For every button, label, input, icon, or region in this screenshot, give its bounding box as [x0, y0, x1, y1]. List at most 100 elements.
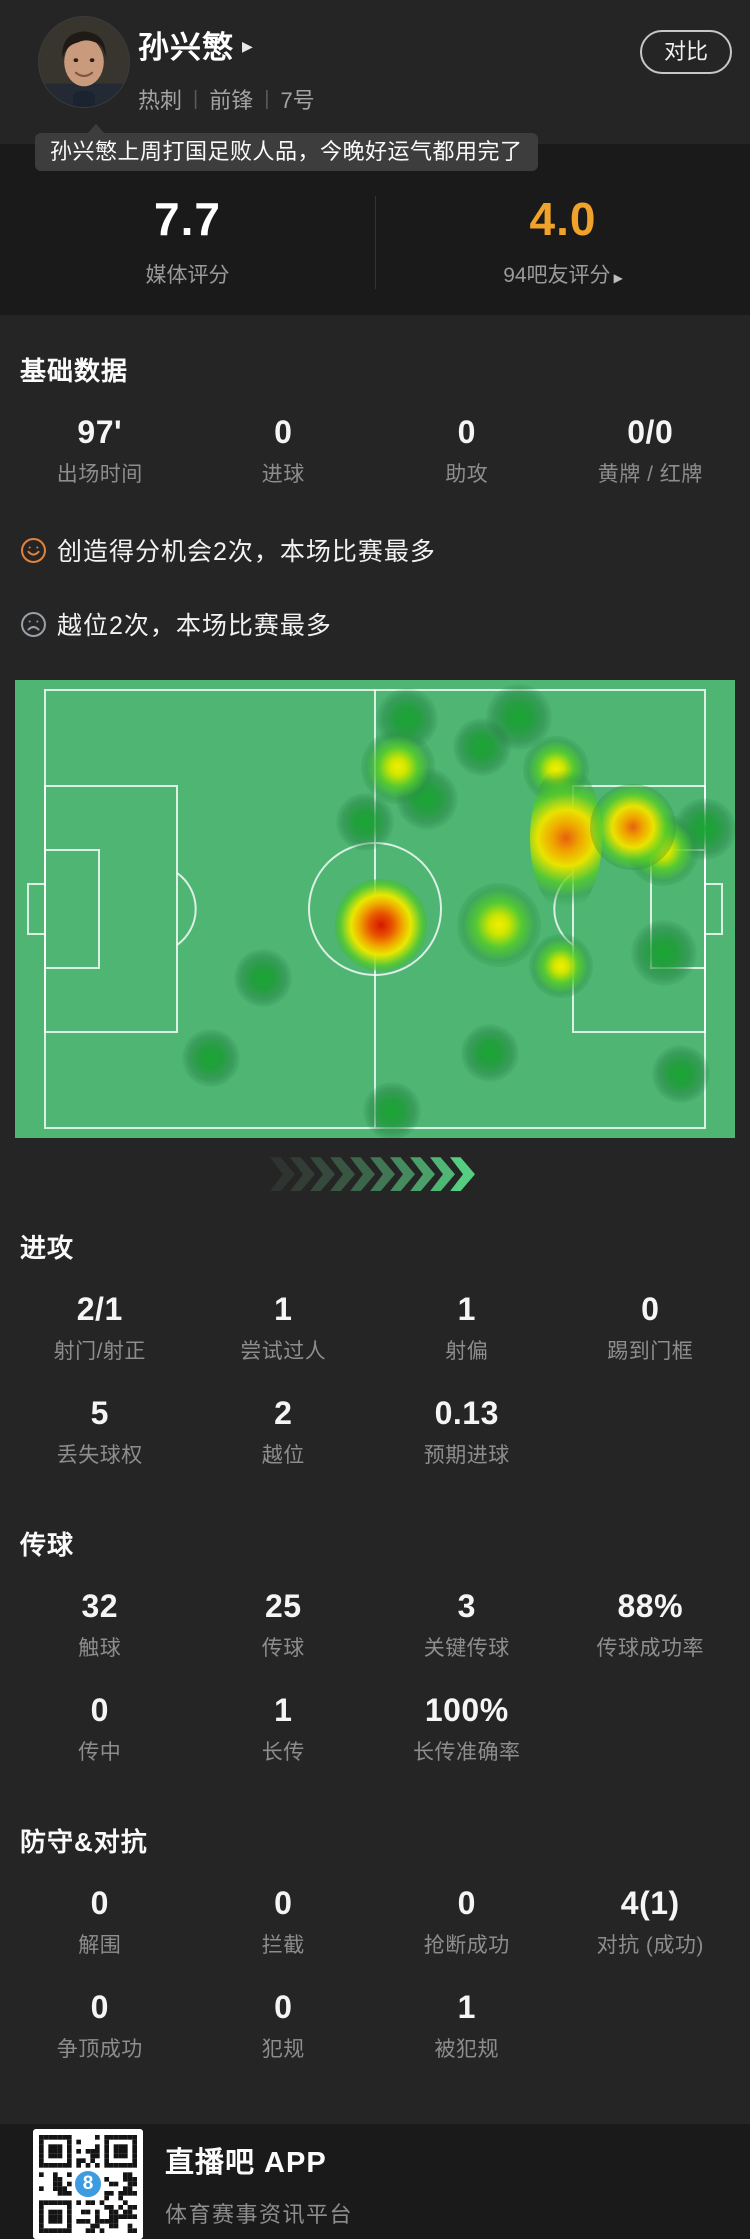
section-title-attack: 进攻 — [20, 1233, 75, 1264]
divider: | — [264, 87, 270, 110]
app-tagline: 体育赛事资讯平台 — [165, 2202, 354, 2228]
stat-value: 2/1 — [76, 1291, 123, 1328]
ratings-band: 7.7 媒体评分 4.0 94吧友评分 ▶ — [0, 144, 750, 316]
stat-label: 预期进球 — [423, 1444, 510, 1468]
chevron-arrows-decoration — [0, 1156, 750, 1192]
stat-item: 25 传球 — [192, 1588, 376, 1662]
highlight-text: 创造得分机会2次，本场比赛最多 — [57, 538, 436, 567]
stat-label: 抢断成功 — [423, 1934, 510, 1958]
stat-value: 0 — [274, 414, 293, 451]
stat-item: 0/0 黄牌 / 红牌 — [559, 414, 743, 488]
stat-label: 丢失球权 — [56, 1444, 143, 1468]
media-rating-value: 7.7 — [154, 193, 221, 246]
heat-blob-low — [461, 1024, 520, 1083]
player-avatar[interactable] — [38, 16, 130, 108]
stat-value: 0 — [457, 414, 476, 451]
divider: | — [193, 87, 199, 110]
stat-item: 97' 出场时间 — [8, 414, 192, 488]
fans-rating[interactable]: 4.0 94吧友评分 ▶ — [375, 196, 750, 290]
media-rating-label: 媒体评分 — [145, 264, 230, 288]
player-name-row[interactable]: 孙兴慜 ▶ — [138, 22, 730, 67]
stat-item: 0 踢到门框 — [559, 1291, 743, 1365]
highlight-row: 越位2次，本场比赛最多 — [20, 606, 730, 642]
stat-label: 长传 — [261, 1741, 305, 1765]
heatmap-pitch — [15, 680, 735, 1139]
stat-value: 0 — [90, 1989, 109, 2026]
stat-item: 1 射偏 — [375, 1291, 559, 1365]
stat-item: 4(1) 对抗 (成功) — [559, 1885, 743, 1959]
heat-blob-mid — [456, 883, 541, 968]
qr-code: 8 — [33, 2129, 143, 2239]
stat-label: 踢到门框 — [607, 1340, 694, 1364]
frown-icon — [21, 611, 46, 637]
stat-label: 尝试过人 — [240, 1340, 327, 1364]
stat-label: 对抗 (成功) — [596, 1934, 704, 1958]
stat-label: 长传准确率 — [413, 1741, 521, 1765]
player-number: 7号 — [280, 88, 315, 113]
stat-value: 0.13 — [434, 1395, 499, 1432]
stat-label: 射偏 — [445, 1340, 489, 1364]
stat-item: 1 尝试过人 — [192, 1291, 376, 1365]
heat-blob-mid — [361, 730, 436, 805]
stat-value: 0 — [90, 1885, 109, 1922]
heat-blob-high — [589, 783, 676, 870]
stat-value: 1 — [457, 1291, 476, 1328]
stat-label: 传中 — [78, 1741, 122, 1765]
stat-value: 25 — [264, 1588, 302, 1625]
player-name: 孙兴慜 — [138, 30, 234, 65]
stat-label: 出场时间 — [56, 463, 143, 487]
compare-button[interactable]: 对比 — [639, 30, 732, 74]
highlight-text: 越位2次，本场比赛最多 — [57, 612, 332, 641]
heat-blob-low — [234, 948, 293, 1007]
stat-label: 射门/射正 — [53, 1340, 146, 1364]
heat-blob-low — [363, 1081, 422, 1139]
stat-value: 100% — [424, 1692, 509, 1729]
stat-label: 犯规 — [261, 2038, 305, 2062]
attack-stats-grid: 2/1 射门/射正 1 尝试过人 1 射偏 0 踢到门框 5 丢失球权 2 越位 0.13 预期进球 — [0, 1291, 750, 1469]
stat-item: 5 丢失球权 — [8, 1395, 192, 1469]
stat-item: 0 解围 — [8, 1885, 192, 1959]
stat-item: 3 关键传球 — [375, 1588, 559, 1662]
stat-value: 0 — [274, 1885, 293, 1922]
section-title-defense: 防守&对抗 — [20, 1827, 148, 1858]
stat-label: 争顶成功 — [56, 2038, 143, 2062]
app-logo-8: 8 — [73, 2169, 103, 2200]
chevron-right-icon: ▶ — [242, 37, 253, 54]
stat-item: 88% 传球成功率 — [559, 1588, 743, 1662]
stat-item: 0 犯规 — [192, 1989, 376, 2063]
stat-label: 黄牌 / 红牌 — [597, 463, 703, 487]
stat-label: 助攻 — [445, 463, 489, 487]
section-title-passing: 传球 — [20, 1530, 75, 1561]
stat-label: 传球成功率 — [596, 1637, 704, 1661]
stat-item: 1 被犯规 — [375, 1989, 559, 2063]
heat-blob-low — [452, 717, 511, 776]
stat-label: 关键传球 — [423, 1637, 510, 1661]
chevron-right-icon — [270, 1157, 295, 1192]
heat-blob-high — [529, 763, 602, 914]
stat-label: 进球 — [261, 463, 305, 487]
chevron-right-icon: ▶ — [613, 271, 623, 286]
stat-label: 越位 — [261, 1444, 305, 1468]
team-name: 热刺 — [138, 88, 183, 113]
defense-stats-grid: 0 解围 0 拦截 0 抢断成功 4(1) 对抗 (成功) 0 争顶成功 0 犯规 1 被犯规 — [0, 1885, 750, 2063]
stat-item: 2/1 射门/射正 — [8, 1291, 192, 1365]
stat-value: 97' — [77, 414, 123, 451]
section-title-basic: 基础数据 — [20, 356, 129, 387]
app-footer: 8 直播吧 APP 体育赛事资讯平台 — [33, 2129, 750, 2239]
player-header: 孙兴慜 ▶ 热刺 | 前锋 | 7号 对比 — [0, 0, 750, 113]
stat-item: 100% 长传准确率 — [375, 1692, 559, 1766]
stat-item: 0.13 预期进球 — [375, 1395, 559, 1469]
stat-value: 5 — [90, 1395, 109, 1432]
stat-label: 拦截 — [261, 1934, 305, 1958]
app-name: 直播吧 APP — [165, 2147, 327, 2180]
stat-item: 2 越位 — [192, 1395, 376, 1469]
stat-value: 0 — [641, 1291, 660, 1328]
player-meta: 热刺 | 前锋 | 7号 — [138, 83, 730, 115]
heat-blob-low — [631, 919, 698, 986]
basic-stats-grid: 97' 出场时间 0 进球 0 助攻 0/0 黄牌 / 红牌 — [0, 414, 750, 488]
stat-value: 1 — [274, 1291, 293, 1328]
heat-blob-low — [181, 1029, 240, 1088]
fans-rating-label: 94吧友评分 ▶ — [376, 259, 750, 289]
smile-icon — [21, 537, 46, 563]
stat-value: 1 — [457, 1989, 476, 2026]
